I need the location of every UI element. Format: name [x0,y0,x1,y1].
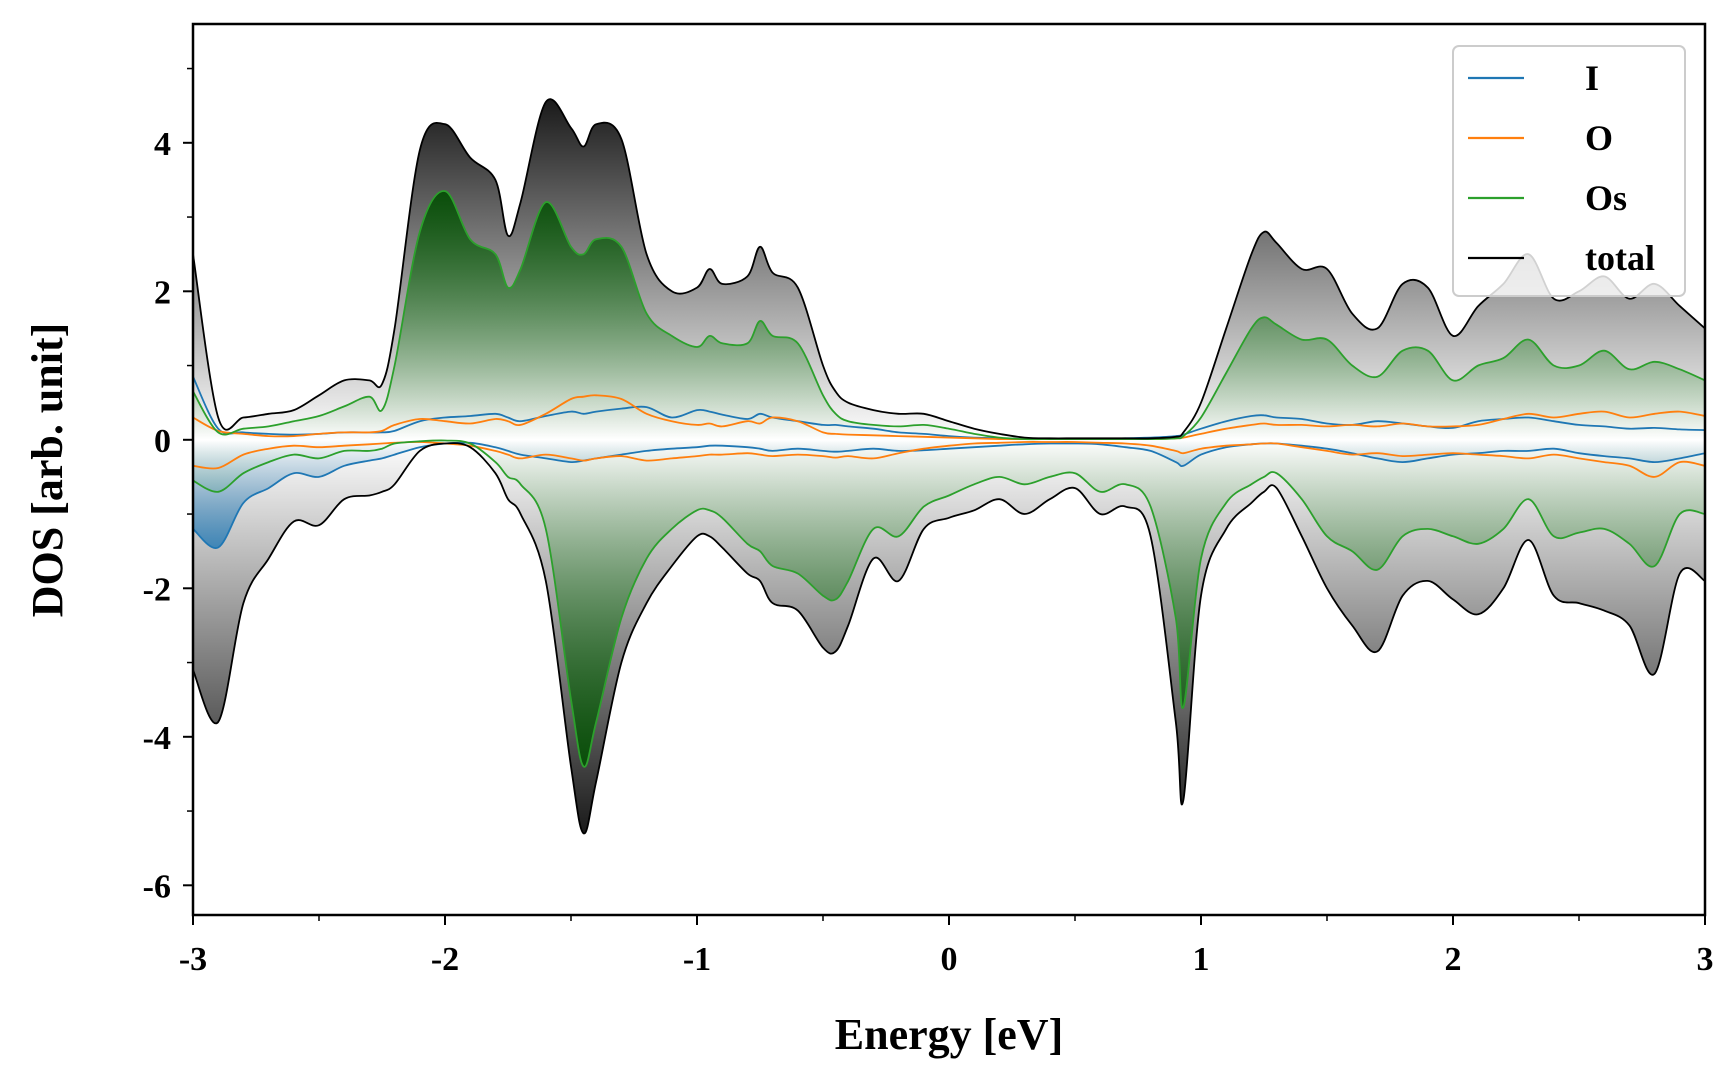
y-tick-label: 2 [154,274,171,311]
os-down-fill [193,439,1705,767]
y-tick-label: -4 [143,720,171,757]
x-tick-label: 3 [1697,941,1714,978]
series-os-up-line [193,190,1705,441]
legend-label-o: O [1585,118,1613,158]
y-tick-label: 0 [154,423,171,460]
y-axis-title: DOS [arb. unit] [23,323,72,618]
x-tick-label: 1 [1193,941,1210,978]
legend-items: IO Os total [1468,58,1655,278]
y-axis: -6 -4 -2 0 2 4 [143,67,193,905]
x-tick-label: -3 [179,941,207,978]
legend-box [1452,45,1686,297]
os-up-fill [193,191,1705,440]
fill-areas [193,99,1705,834]
x-tick-label: -1 [683,941,711,978]
x-tick-label: -2 [431,941,459,978]
legend-label-i: I [1585,58,1599,98]
series-total-down-line [193,442,1705,835]
series-total-up-line [193,98,1705,440]
series-lines [193,98,1705,835]
series-o-up-line [193,394,1705,441]
legend-label-os: Os [1585,178,1627,218]
y-tick-label: 4 [154,126,171,163]
x-tick-label: 0 [941,941,958,978]
legend: IO Os total [1452,45,1686,297]
y-tick-label: -6 [143,868,171,905]
x-axis: -3 -2 -1 0 1 2 3 [179,915,1714,978]
x-tick-label: 2 [1445,941,1462,978]
legend-label-total: total [1585,238,1655,278]
series-os-down-line [193,439,1705,768]
x-axis-title: Energy [eV] [835,1010,1064,1059]
y-tick-label: -2 [143,571,171,608]
